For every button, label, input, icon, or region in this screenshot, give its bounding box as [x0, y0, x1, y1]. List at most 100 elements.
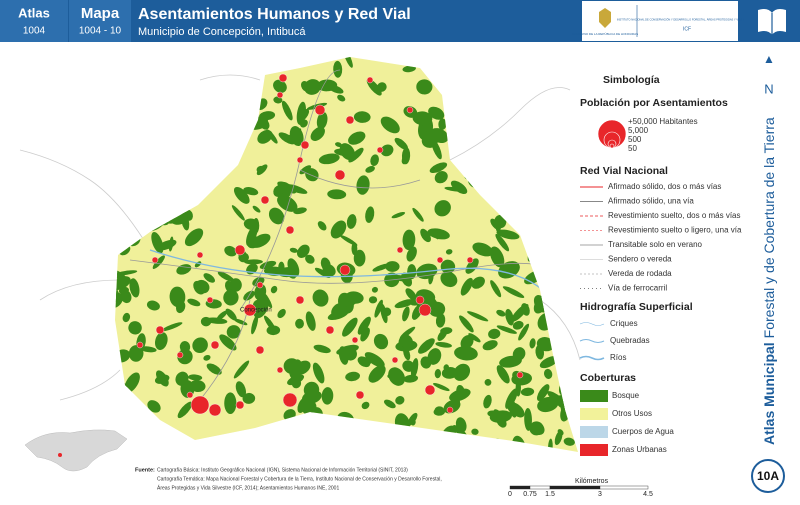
forest-patch: [338, 346, 349, 365]
context-line: [199, 74, 261, 81]
north-label: N: [764, 81, 773, 96]
forest-patch: [554, 430, 563, 446]
settlement: [446, 406, 454, 414]
hydro-label: Quebradas: [610, 336, 650, 345]
forest-patch: [368, 296, 378, 304]
legend-title: Simbología: [603, 74, 660, 86]
forest-patch: [138, 172, 150, 184]
settlement: [234, 244, 246, 256]
forest-patch: [529, 338, 536, 349]
forest-patch: [560, 193, 571, 204]
forest-patch: [519, 153, 531, 171]
forest-patch: [328, 428, 340, 438]
forest-patch: [305, 168, 319, 182]
settlement: [325, 325, 335, 335]
settlement: [436, 256, 444, 264]
settlement: [282, 392, 298, 408]
forest-patch: [151, 232, 164, 254]
forest-patch: [493, 68, 506, 83]
forest-patch: [233, 360, 250, 379]
forest-patch: [466, 81, 484, 89]
forest-patch: [206, 363, 222, 375]
forest-patch: [422, 115, 431, 133]
forest-patch: [140, 346, 157, 353]
settlement: [345, 115, 355, 125]
forest-patch: [216, 310, 228, 321]
forest-patch: [496, 309, 506, 317]
forest-patch: [515, 133, 526, 149]
forest-patch: [530, 82, 545, 94]
forest-patch: [471, 276, 485, 289]
settlement: [376, 146, 384, 154]
forest-patch: [221, 137, 232, 155]
forest-patch: [208, 77, 214, 92]
forest-patch: [156, 370, 169, 387]
forest-patch: [320, 257, 331, 271]
forest-patch: [192, 337, 208, 353]
forest-patch: [314, 424, 334, 435]
forest-patch: [428, 106, 445, 120]
forest-patch: [240, 439, 250, 447]
forest-patch: [146, 67, 154, 80]
forest-patch: [107, 263, 116, 279]
forest-patch: [508, 125, 527, 135]
forest-patch: [446, 117, 456, 125]
forest-patch: [233, 186, 250, 204]
forest-patch: [373, 333, 389, 350]
context-line: [39, 279, 121, 301]
road-label: Afirmado sólido, una vía: [608, 197, 694, 206]
forest-patch: [572, 220, 578, 236]
scale-segment: [529, 485, 551, 490]
forest-patch: [225, 308, 237, 321]
forest-patch: [284, 184, 308, 194]
settlement: [296, 156, 304, 164]
settlement: [516, 371, 524, 379]
forest-patch: [226, 325, 241, 339]
forest-patch: [485, 57, 503, 62]
forest-patch: [512, 118, 527, 136]
source-label: Fuente:: [135, 467, 155, 473]
forest-patch: [423, 438, 432, 446]
forest-patch: [245, 119, 251, 139]
source-line: Cartografía Básica: Instituto Geográfico…: [157, 467, 408, 473]
inset-location: [58, 453, 62, 457]
context-lines: [19, 74, 581, 401]
settlements: [136, 73, 524, 417]
forest-patch: [496, 416, 507, 428]
forest-patch: [405, 288, 417, 301]
forest-patch: [361, 401, 370, 410]
forest-patch: [533, 148, 550, 155]
forest-patch: [235, 381, 247, 398]
forest-patch: [540, 123, 560, 138]
forest-patch: [314, 267, 331, 278]
forest-patch: [576, 135, 578, 150]
source-line: Cartografía Temática: Mapa Nacional Fore…: [157, 476, 442, 482]
forest-patch: [231, 205, 245, 221]
settlement: [208, 403, 222, 417]
forest-patch: [391, 211, 406, 219]
forest-patch: [147, 400, 161, 413]
forest-patch: [495, 233, 510, 252]
forest-patch: [152, 255, 165, 269]
forest-patch: [471, 64, 480, 72]
settlement: [210, 340, 220, 350]
forest-patch: [203, 273, 215, 283]
forest-patch: [549, 274, 563, 287]
forest-patch: [346, 214, 357, 229]
hydro-symbol: [579, 322, 605, 326]
map-box: [69, 0, 131, 42]
forest-patch: [316, 111, 328, 130]
forest-patch: [440, 271, 458, 288]
forest-patch: [238, 252, 249, 263]
forest-patch: [483, 394, 492, 409]
forest-patch: [535, 345, 545, 360]
forest-patch: [383, 399, 396, 409]
cover-label: Zonas Urbanas: [612, 445, 667, 454]
forest-patch: [537, 384, 550, 401]
scale-segment: [599, 485, 649, 490]
forest-patch: [342, 317, 358, 337]
scale-segment: [549, 485, 601, 490]
forest-patch: [243, 187, 259, 196]
hydro-symbol: [579, 339, 605, 343]
forest-patch: [189, 379, 206, 393]
